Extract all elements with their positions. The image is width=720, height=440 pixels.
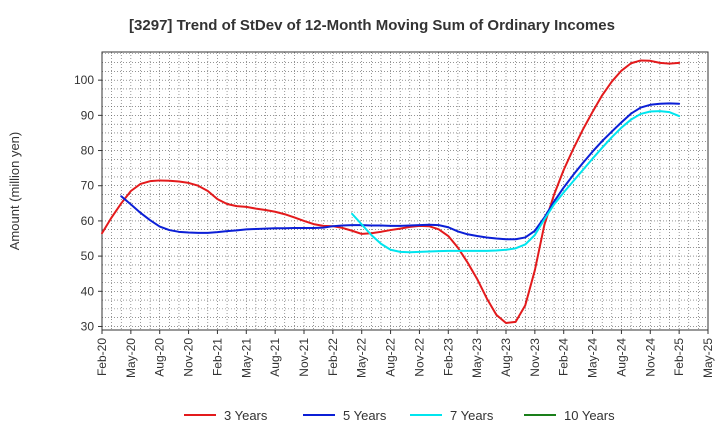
- x-tick-label: Feb-23: [441, 338, 455, 376]
- legend-label-3: 7 Years: [450, 408, 494, 423]
- legend-label-4: 10 Years: [564, 408, 615, 423]
- x-tick-label: Feb-21: [210, 338, 224, 376]
- x-tick-label: Feb-24: [557, 338, 571, 376]
- y-axis-ticks: 30 40 50 60 70 80 90 100: [74, 73, 102, 333]
- x-tick-label: Aug-20: [153, 338, 167, 377]
- x-tick-label: May-23: [470, 338, 484, 378]
- x-tick-label: Feb-25: [672, 338, 686, 376]
- x-tick-label: Nov-21: [297, 338, 311, 377]
- grid: [102, 52, 708, 330]
- x-tick-label: May-25: [701, 338, 715, 378]
- chart-title: [3297] Trend of StDev of 12-Month Moving…: [129, 17, 615, 34]
- series-line-1: [101, 59, 681, 324]
- legend: 3 Years 5 Years 7 Years 10 Years: [184, 408, 615, 423]
- x-tick-label: Feb-22: [326, 338, 340, 376]
- y-tick-label: 30: [81, 319, 95, 333]
- x-tick-label: May-20: [124, 338, 138, 378]
- x-tick-label: Nov-23: [528, 338, 542, 377]
- plot-frame: [101, 51, 709, 331]
- y-tick-label: 70: [81, 179, 95, 193]
- x-tick-label: Feb-20: [95, 338, 109, 376]
- x-tick-label: Nov-22: [412, 338, 426, 377]
- y-tick-label: 100: [74, 73, 94, 87]
- x-tick-label: Aug-21: [268, 338, 282, 377]
- series-line-2: [120, 102, 681, 241]
- x-tick-label: May-22: [355, 338, 369, 378]
- y-tick-label: 80: [81, 144, 95, 158]
- series-lines: [101, 59, 681, 324]
- legend-label-1: 3 Years: [224, 408, 268, 423]
- x-tick-label: Aug-22: [384, 338, 398, 377]
- y-axis-label: Amount (million yen): [7, 132, 22, 251]
- x-tick-label: Nov-24: [643, 338, 657, 377]
- y-tick-label: 50: [81, 249, 95, 263]
- x-tick-label: May-21: [239, 338, 253, 378]
- y-tick-label: 90: [81, 108, 95, 122]
- x-tick-label: Nov-20: [182, 338, 196, 377]
- series-line-3: [351, 110, 681, 254]
- x-tick-label: Aug-24: [614, 338, 628, 377]
- legend-label-2: 5 Years: [343, 408, 387, 423]
- x-tick-label: Aug-23: [499, 338, 513, 377]
- y-tick-label: 60: [81, 214, 95, 228]
- y-tick-label: 40: [81, 284, 95, 298]
- x-tick-label: May-24: [586, 338, 600, 378]
- x-axis-ticks: Feb-20 May-20 Aug-20 Nov-20 Feb-21 May-21 Aug-…: [95, 330, 715, 378]
